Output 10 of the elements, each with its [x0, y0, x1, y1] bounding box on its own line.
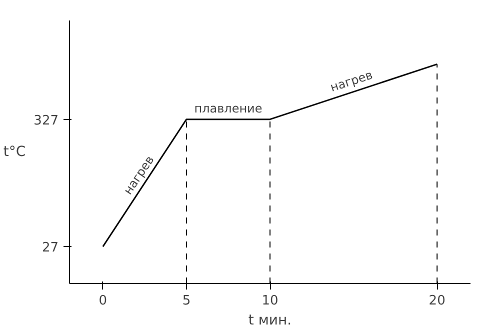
- y-tick-label: 327: [34, 113, 59, 128]
- x-tick-label: 10: [262, 294, 278, 308]
- x-tick-label: 20: [428, 294, 446, 308]
- annotation: нагрев: [328, 68, 374, 94]
- y-tick-label: 27: [42, 240, 59, 256]
- x-tick-label: 5: [182, 294, 191, 308]
- y-axis-title: t°C: [3, 144, 26, 160]
- annotation: плавление: [194, 101, 262, 116]
- x-axis-title: t мин.: [248, 312, 292, 328]
- x-tick-label: 0: [98, 294, 108, 308]
